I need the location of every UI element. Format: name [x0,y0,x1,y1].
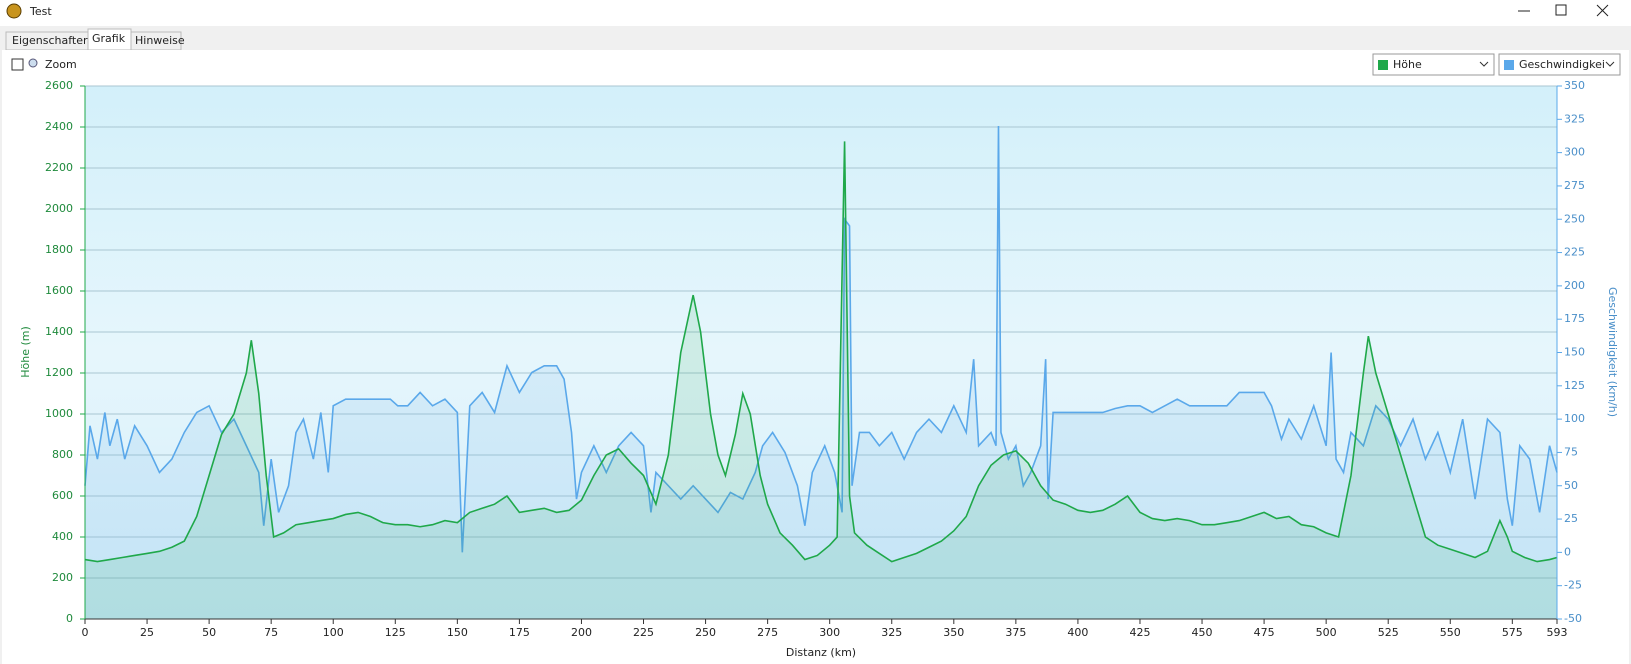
y2-axis-title: Geschwindigkeit (km/h) [1606,287,1619,417]
maximize-button[interactable] [1555,4,1567,16]
x-tick-label: 150 [447,626,468,639]
y-tick-label: 1800 [45,243,73,256]
dropdown[interactable] [1372,53,1495,76]
y2-tick-label: 50 [1564,479,1578,492]
y2-tick-label: 225 [1564,246,1585,259]
y2-tick-label: 275 [1564,179,1585,192]
y-tick-label: 2200 [45,161,73,174]
y2-tick-label: 75 [1564,445,1578,458]
y2-tick-label: 175 [1564,312,1585,325]
x-tick-label: 350 [943,626,964,639]
x-tick-label: 593 [1547,626,1568,639]
zoom-label: Zoom [45,58,77,71]
y2-tick-label: 125 [1564,379,1585,392]
y-tick-label: 1600 [45,284,73,297]
y2-tick-label: -25 [1564,579,1582,592]
x-tick-label: 575 [1502,626,1523,639]
x-tick-label: 225 [633,626,654,639]
y-tick-label: 1400 [45,325,73,338]
dropdown-swatch [1504,60,1514,70]
y-tick-label: 2400 [45,120,73,133]
x-tick-label: 400 [1067,626,1088,639]
tab-label: Eigenschaften [12,34,90,47]
x-tick-label: 75 [264,626,278,639]
x-tick-label: 125 [385,626,406,639]
y-axis-title: Höhe (m) [19,326,32,378]
y2-tick-label: 25 [1564,512,1578,525]
y2-tick-label: 100 [1564,412,1585,425]
y-tick-label: 800 [52,448,73,461]
x-tick-label: 475 [1254,626,1275,639]
x-tick-label: 525 [1378,626,1399,639]
y2-tick-label: 200 [1564,279,1585,292]
y-tick-label: 1200 [45,366,73,379]
x-tick-label: 375 [1005,626,1026,639]
tab-label: Hinweise [135,34,185,47]
y-tick-label: 600 [52,489,73,502]
series-area [85,125,1557,619]
x-tick-label: 100 [323,626,344,639]
y-tick-label: 0 [66,612,73,625]
y-tick-label: 1000 [45,407,73,420]
x-tick-label: 300 [819,626,840,639]
y2-tick-label: 0 [1564,545,1571,558]
x-tick-label: 200 [571,626,592,639]
window-title: Test [29,5,52,18]
series-area [85,141,1557,619]
x-tick-label: 550 [1440,626,1461,639]
dropdown[interactable] [1498,53,1621,76]
y2-tick-label: -50 [1564,612,1582,625]
plot-area [85,86,1557,619]
y-tick-label: 400 [52,530,73,543]
dropdown-label: Geschwindigkei [1519,58,1605,71]
x-tick-label: 325 [881,626,902,639]
dropdown-swatch [1378,60,1388,70]
x-tick-label: 50 [202,626,216,639]
y-tick-label: 2000 [45,202,73,215]
y2-tick-label: 325 [1564,112,1585,125]
zoom-checkbox[interactable] [11,58,24,71]
x-axis-title: Distanz (km) [786,646,856,659]
dropdown-arrow [1605,61,1615,67]
x-tick-label: 25 [140,626,154,639]
y2-tick-label: 250 [1564,212,1585,225]
y2-axis: -50 -25 0 25 50 75 100 125 150 175 200 225 250 275 300… [1557,79,1585,625]
series-line [84,141,1558,563]
tab-label: Grafik [92,32,126,45]
y-axis: 0 200 400 600 800 1000 1200 1400 1600 1800 2000 220… [45,79,85,625]
x-tick-label: 275 [757,626,778,639]
x-tick-label: 250 [695,626,716,639]
zoom-icon [28,58,38,68]
y2-tick-label: 150 [1564,346,1585,359]
y-tick-label: 200 [52,571,73,584]
y-tick-label: 2600 [45,79,73,92]
dropdown-arrow [1479,61,1489,67]
x-tick-label: 500 [1316,626,1337,639]
series-line [84,125,1558,553]
x-tick-label: 450 [1192,626,1213,639]
app-icon [6,3,22,19]
x-tick-label: 0 [82,626,89,639]
x-tick-label: 425 [1129,626,1150,639]
y2-tick-label: 350 [1564,79,1585,92]
close-button[interactable] [1596,4,1609,17]
dropdown-label: Höhe [1393,58,1422,71]
y2-tick-label: 300 [1564,146,1585,159]
x-tick-label: 175 [509,626,530,639]
